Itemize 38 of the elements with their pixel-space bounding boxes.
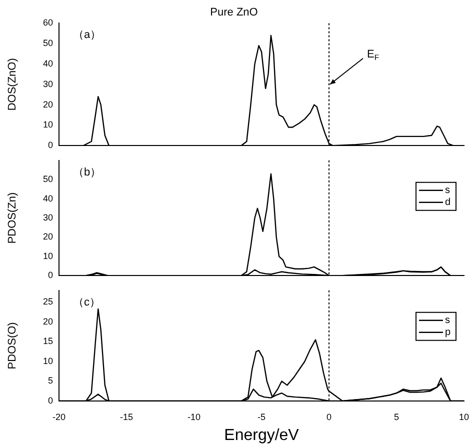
- x-tick-label: 0: [326, 412, 332, 422]
- annotation: （c）: [73, 296, 100, 308]
- legend-label: s: [445, 315, 450, 326]
- x-tick-label: -15: [120, 412, 134, 422]
- y-tick-label: 25: [42, 296, 53, 307]
- y-tick-label: 50: [42, 38, 53, 48]
- y-tick-label: 0: [48, 140, 53, 150]
- y-tick-label: 60: [42, 18, 53, 28]
- annotation: （a）: [73, 29, 102, 42]
- y-tick-label: 0: [48, 270, 53, 280]
- y-axis-title: PDOS(Zn): [6, 192, 19, 244]
- y-tick-label: 40: [42, 58, 53, 68]
- y-tick-label: 10: [42, 250, 53, 261]
- x-tick-label: -10: [187, 412, 201, 422]
- y-axis-title: PDOS(O): [6, 322, 19, 370]
- y-tick-label: 20: [42, 232, 53, 242]
- y-tick-label: 10: [42, 356, 53, 366]
- chart-title: Pure ZnO: [210, 6, 258, 19]
- y-tick-label: 5: [48, 376, 53, 386]
- x-tick-label: 5: [394, 412, 400, 422]
- x-axis-title: Energy/eV: [224, 426, 300, 444]
- y-axis-title: DOS(ZnO): [6, 58, 19, 111]
- y-tick-label: 20: [42, 316, 53, 326]
- y-tick-label: 0: [48, 395, 53, 406]
- y-tick-label: 10: [42, 120, 53, 130]
- y-tick-label: 40: [42, 193, 53, 204]
- x-tick-label: -20: [52, 412, 66, 422]
- annotation: （b）: [73, 166, 102, 178]
- y-tick-label: 30: [42, 78, 53, 89]
- legend-label: s: [445, 185, 450, 196]
- legend-label: d: [445, 197, 451, 208]
- x-tick-label: -5: [257, 412, 266, 422]
- y-tick-label: 15: [42, 336, 53, 346]
- x-tick-label: 10: [458, 412, 470, 422]
- legend-label: p: [445, 327, 451, 338]
- y-tick-label: 50: [42, 174, 53, 184]
- y-tick-label: 20: [42, 99, 53, 110]
- y-tick-label: 30: [42, 212, 53, 222]
